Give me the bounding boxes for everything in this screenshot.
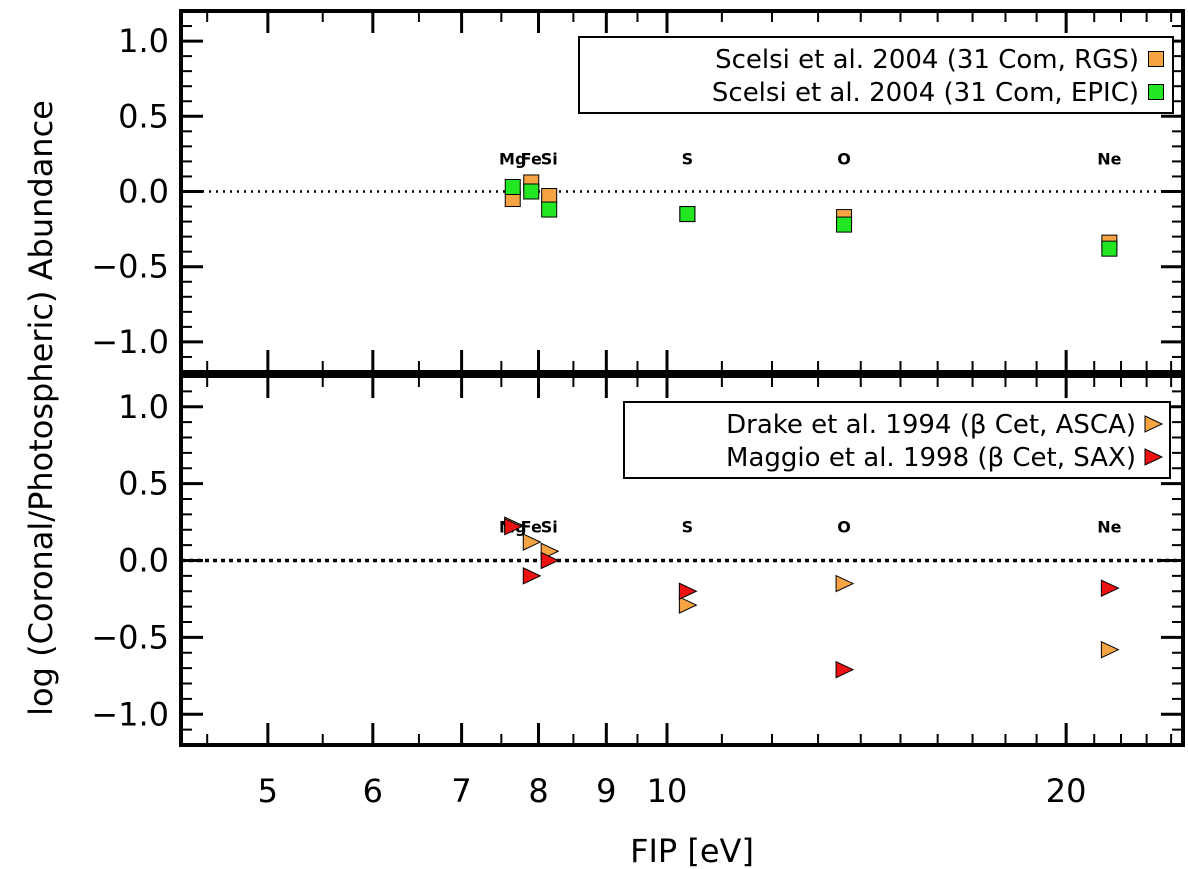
data-point (522, 533, 542, 551)
element-labels: MgFeSiSONeMgFeSiSONe (499, 149, 1122, 536)
data-point (540, 551, 560, 570)
element-label: Fe (521, 518, 542, 537)
panel-frames (179, 9, 1185, 747)
data-point (523, 183, 540, 200)
y-tick-label: 0.5 (118, 465, 169, 503)
element-label: O (837, 149, 851, 168)
legend-label: Maggio et al. 1998 (β Cet, SAX) (726, 443, 1136, 473)
legend-marker (1148, 84, 1164, 100)
x-tick-label: 10 (647, 772, 688, 810)
data-point (541, 188, 558, 205)
element-label: Si (541, 149, 558, 168)
legend-label: Drake et al. 1994 (β Cet, ASCA) (726, 410, 1136, 440)
element-label: Fe (521, 149, 542, 168)
element-label: Ne (1097, 149, 1121, 168)
y-tick-label: −0.5 (91, 618, 169, 656)
x-tick-label: 8 (528, 772, 548, 810)
data-markers (504, 174, 1120, 679)
element-label: O (837, 518, 851, 537)
data-point (504, 178, 521, 195)
y-axis-title: log (Coronal/Photospheric) Abundance (22, 100, 60, 716)
legend-box (578, 36, 1174, 114)
data-point (836, 216, 853, 233)
axis-ticks (181, 11, 1183, 745)
legends: Scelsi et al. 2004 (31 Com, RGS)Scelsi e… (578, 36, 1174, 479)
data-point (835, 574, 855, 593)
zero-reference-lines (181, 190, 1183, 563)
element-label: S (682, 149, 694, 168)
data-point (1100, 640, 1120, 659)
data-point (678, 596, 698, 614)
y-tick-label: 1.0 (118, 22, 169, 60)
data-point (835, 660, 855, 679)
y-tick-label: 0.5 (118, 97, 169, 135)
legend-marker (1144, 415, 1164, 433)
data-point (541, 201, 558, 218)
y-tick-label: −0.5 (91, 248, 169, 286)
x-axis-title: FIP [eV] (630, 832, 754, 869)
element-label: S (682, 518, 694, 537)
data-point (504, 517, 523, 536)
data-point (1100, 579, 1120, 597)
x-tick-label: 9 (596, 772, 616, 810)
data-point (1101, 240, 1118, 257)
x-tick-label: 7 (451, 772, 471, 810)
y-tick-label: −1.0 (91, 323, 169, 361)
element-label: Si (541, 518, 558, 537)
x-tick-label: 5 (258, 772, 278, 810)
y-tick-label: 0.0 (118, 542, 169, 580)
y-tick-label: 0.0 (118, 173, 169, 211)
element-label: Mg (499, 149, 526, 168)
y-tick-label: −1.0 (91, 695, 169, 733)
data-point (678, 582, 698, 601)
legend-box (623, 401, 1171, 479)
legend-marker (1144, 448, 1164, 466)
legend-label: Scelsi et al. 2004 (31 Com, EPIC) (712, 78, 1139, 108)
legend-marker (1148, 51, 1164, 67)
y-tick-label: 1.0 (118, 388, 169, 426)
x-tick-label: 20 (1046, 772, 1087, 810)
element-label: Ne (1097, 518, 1121, 537)
x-tick-label: 6 (363, 772, 383, 810)
data-point (522, 567, 542, 585)
tick-labels: 1.0 0.5 0.0 −0.5 −1.0 1.0 0.5 0.0 −0.5 −1.0 5 6 7 8 9 1… (91, 22, 1086, 810)
data-point (679, 206, 696, 223)
legend-label: Scelsi et al. 2004 (31 Com, RGS) (715, 45, 1139, 75)
